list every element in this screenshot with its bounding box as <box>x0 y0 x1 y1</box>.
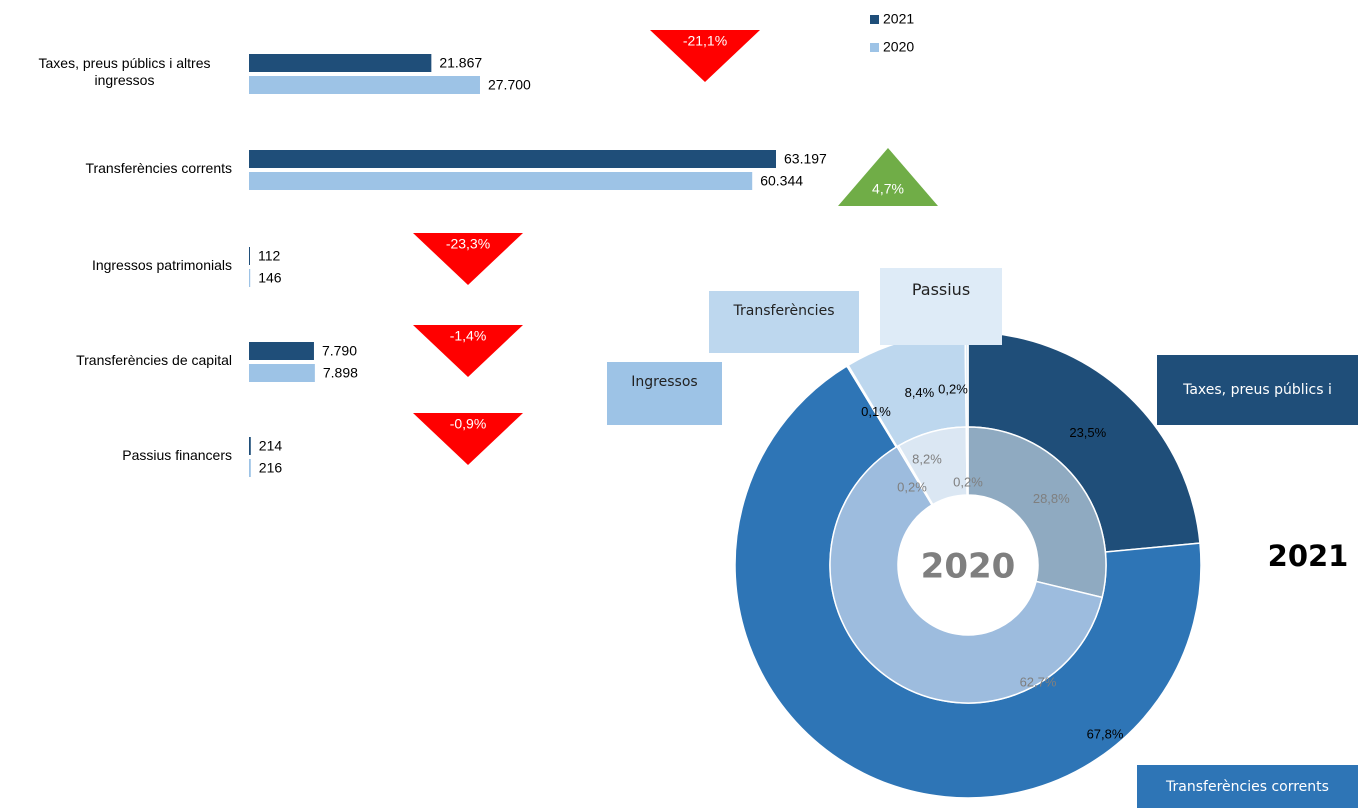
change-label: 4,7% <box>872 181 904 197</box>
legend-label: 2021 <box>883 11 914 27</box>
bar <box>249 269 251 287</box>
slice-label: 67,8% <box>1087 726 1124 741</box>
change-triangle <box>413 325 523 377</box>
callout: Passius <box>880 268 1002 345</box>
value-label: 27.700 <box>488 77 531 93</box>
slice-label: 62,7% <box>1020 674 1057 689</box>
change-label: -1,4% <box>450 328 487 344</box>
category-label: Passius financers <box>122 446 232 463</box>
change-label: -0,9% <box>450 416 487 432</box>
slice-label: 0,2% <box>938 381 968 396</box>
change-triangle <box>838 148 938 206</box>
value-label: 21.867 <box>439 55 482 71</box>
slice-label: 0,2% <box>897 479 927 494</box>
slice-label: 8,2% <box>912 451 942 466</box>
bar <box>249 437 251 455</box>
value-label: 7.898 <box>323 365 358 381</box>
bar <box>249 76 480 94</box>
callout: Transferències <box>709 291 859 353</box>
slice-label: 0,1% <box>861 404 891 419</box>
donut-slice <box>829 445 1104 704</box>
change-label: -21,1% <box>683 33 727 49</box>
bar <box>249 342 314 360</box>
side-label: 2021 <box>1268 539 1349 573</box>
value-label: 60.344 <box>760 173 803 189</box>
category-label: Taxes, preus públics i altres ingressos <box>38 55 211 88</box>
legend-swatch <box>870 43 879 52</box>
slice-label: 0,2% <box>953 474 983 489</box>
callout: Transferències corrents <box>1137 765 1358 808</box>
donut-slice <box>965 426 969 496</box>
legend-label: 2020 <box>883 39 914 55</box>
category-label: Ingressos patrimonials <box>91 256 232 273</box>
legend-swatch <box>870 15 879 24</box>
value-label: 63.197 <box>784 151 827 167</box>
change-label: -23,3% <box>446 236 490 252</box>
value-label: 112 <box>258 248 281 264</box>
value-label: 7.790 <box>322 343 357 359</box>
change-triangle <box>650 30 760 82</box>
slice-label: 28,8% <box>1033 491 1070 506</box>
change-triangle <box>413 233 523 285</box>
slice-label: 23,5% <box>1069 425 1106 440</box>
donut-slice <box>967 426 1107 599</box>
category-label: Transferències de capital <box>76 351 232 368</box>
value-label: 216 <box>259 460 283 476</box>
value-label: 146 <box>258 270 282 286</box>
bar <box>249 247 250 265</box>
bar <box>249 459 251 477</box>
change-triangle <box>413 413 523 465</box>
slice-label: 8,4% <box>905 385 935 400</box>
category-label: Transferències corrents <box>85 159 232 176</box>
value-label: 214 <box>259 438 283 454</box>
bar <box>249 364 315 382</box>
donut-slice <box>964 331 969 428</box>
bar <box>249 150 776 168</box>
center-label: 2020 <box>921 547 1016 587</box>
callout: Ingressos <box>607 362 722 425</box>
bar <box>249 172 753 190</box>
bar <box>249 54 432 72</box>
callout: Taxes, preus públics i <box>1157 355 1358 425</box>
